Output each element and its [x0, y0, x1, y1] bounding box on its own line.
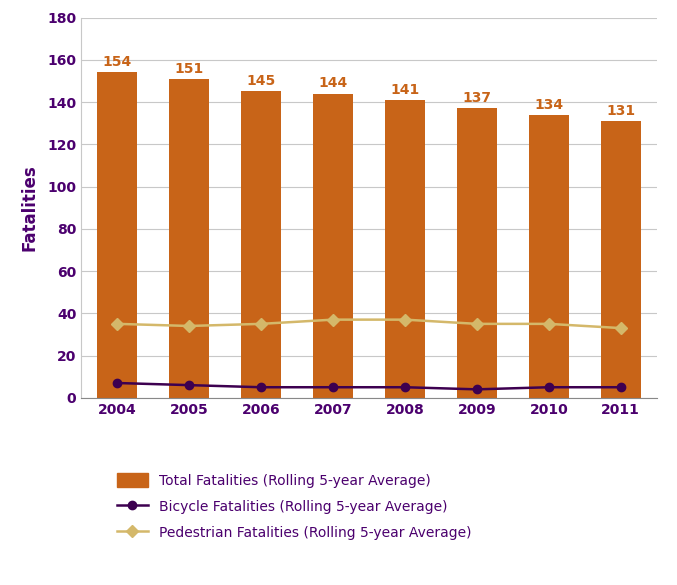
- Legend: Total Fatalities (Rolling 5-year Average), Bicycle Fatalities (Rolling 5-year Av: Total Fatalities (Rolling 5-year Average…: [117, 473, 471, 540]
- Bar: [169, 79, 209, 398]
- Text: 141: 141: [391, 82, 420, 97]
- Bar: [241, 91, 281, 398]
- Bar: [601, 121, 640, 398]
- Text: 154: 154: [103, 56, 132, 69]
- Y-axis label: Fatalities: Fatalities: [21, 164, 39, 251]
- Text: 131: 131: [606, 104, 635, 118]
- Text: 144: 144: [318, 77, 347, 91]
- Text: 137: 137: [462, 91, 492, 105]
- Bar: [385, 100, 424, 398]
- Text: 145: 145: [246, 74, 276, 88]
- Bar: [457, 108, 497, 398]
- Text: 151: 151: [175, 61, 204, 75]
- Bar: [529, 115, 569, 398]
- Text: 134: 134: [534, 98, 563, 112]
- Bar: [97, 73, 137, 398]
- Bar: [313, 94, 353, 398]
